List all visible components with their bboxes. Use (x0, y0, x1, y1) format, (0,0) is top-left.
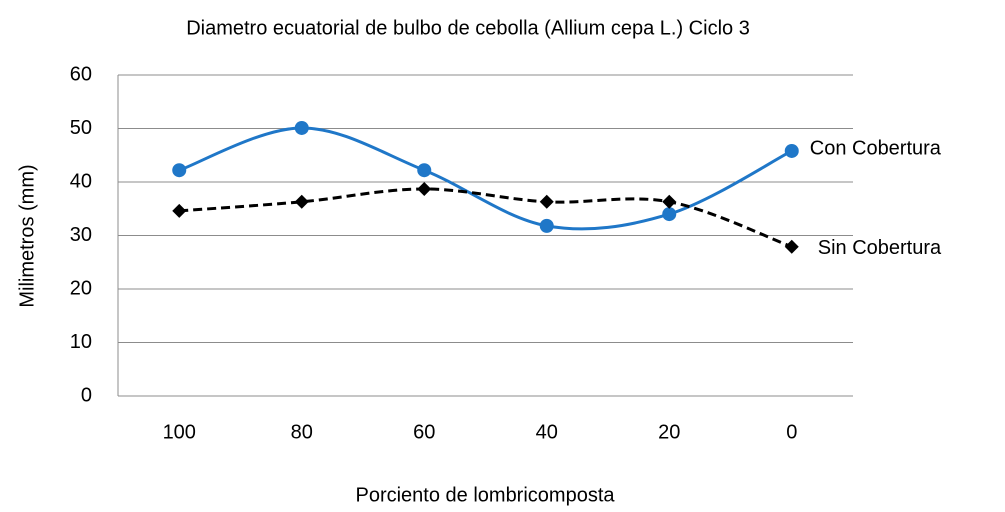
x-axis-label: Porciento de lombricomposta (355, 484, 615, 506)
chart-title: Diametro ecuatorial de bulbo de cebolla … (186, 17, 750, 39)
marker (417, 163, 432, 178)
x-tick-label: 40 (536, 421, 558, 443)
marker (294, 194, 309, 209)
x-tick-label: 100 (163, 421, 196, 443)
y-tick-label: 50 (70, 117, 92, 139)
marker (784, 143, 799, 158)
x-tick-label: 0 (786, 421, 797, 443)
marker (662, 194, 677, 209)
y-tick-label: 20 (70, 277, 92, 299)
legend-label: Con Cobertura (810, 137, 942, 159)
y-tick-label: 60 (70, 63, 92, 85)
x-tick-label: 20 (658, 421, 680, 443)
x-tick-label: 80 (291, 421, 313, 443)
series-line (179, 187, 793, 249)
marker (784, 239, 799, 254)
y-tick-label: 30 (70, 224, 92, 246)
x-tick-label: 60 (413, 421, 435, 443)
y-axis-label: Milimetros (mm) (16, 164, 38, 307)
y-tick-label: 40 (70, 170, 92, 192)
series-line (178, 126, 793, 231)
y-tick-label: 10 (70, 331, 92, 353)
marker (539, 218, 554, 233)
marker (539, 194, 554, 209)
marker (417, 181, 432, 196)
marker (172, 163, 187, 178)
marker (662, 207, 677, 222)
marker (294, 120, 309, 135)
y-tick-label: 0 (81, 384, 92, 406)
legend-label: Sin Cobertura (818, 237, 942, 259)
marker (172, 203, 187, 218)
